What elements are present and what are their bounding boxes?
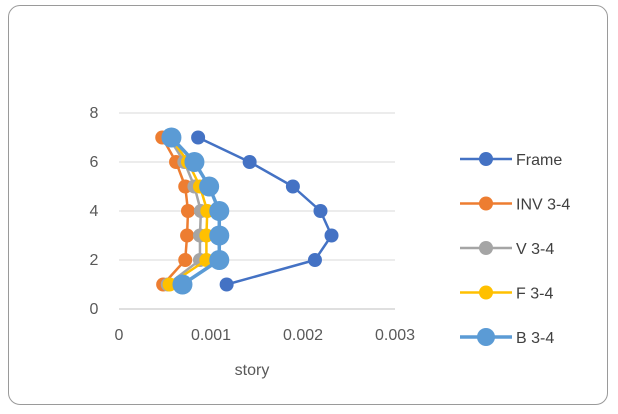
legend-entry: Frame <box>460 152 562 169</box>
y-tick-label: 0 <box>90 301 99 318</box>
data-point <box>209 225 230 246</box>
data-point <box>181 204 195 218</box>
y-axis-ticks: 0 2 4 6 8 <box>90 105 99 318</box>
data-point <box>184 152 205 172</box>
legend-marker <box>479 241 493 255</box>
series-b-3-4 <box>161 127 230 295</box>
data-point <box>199 253 214 267</box>
legend-label: F 3-4 <box>516 286 553 303</box>
data-point <box>209 201 230 221</box>
data-point <box>172 274 193 295</box>
legend-entry: F 3-4 <box>460 285 553 303</box>
legend-label: B 3-4 <box>516 330 554 347</box>
x-tick-label: 0 <box>115 327 124 344</box>
y-tick-label: 6 <box>90 154 99 171</box>
legend-label: INV 3-4 <box>516 197 570 214</box>
x-tick-label: 0.002 <box>283 327 323 344</box>
data-point <box>191 130 206 145</box>
legend-entry: B 3-4 <box>460 328 554 347</box>
data-point <box>180 228 195 243</box>
plot-area <box>155 127 339 295</box>
data-point <box>242 155 257 169</box>
x-tick-label: 0.001 <box>191 327 231 344</box>
gridlines <box>119 112 395 310</box>
legend-marker <box>477 328 495 346</box>
legend-label: Frame <box>516 152 562 169</box>
legend: Frame INV 3-4 V 3-4 F 3-4 B 3-4 <box>460 152 570 347</box>
legend-marker <box>479 152 493 166</box>
x-tick-label: 0.003 <box>375 327 415 344</box>
legend-entry: INV 3-4 <box>460 196 570 214</box>
data-point <box>178 253 193 267</box>
y-tick-label: 4 <box>90 203 99 220</box>
x-axis-label: story <box>235 362 270 379</box>
data-point <box>161 127 182 148</box>
data-point <box>285 179 300 194</box>
y-tick-label: 8 <box>90 105 99 122</box>
legend-entry: V 3-4 <box>460 241 554 258</box>
data-point <box>307 253 322 267</box>
data-point <box>199 176 220 197</box>
legend-label: V 3-4 <box>516 241 554 258</box>
series-frame <box>191 130 339 292</box>
data-point <box>324 228 339 243</box>
x-axis-ticks: 0 0.001 0.002 0.003 <box>115 327 416 344</box>
data-point <box>219 277 234 292</box>
data-point <box>313 204 328 218</box>
legend-marker <box>479 285 493 300</box>
y-tick-label: 2 <box>90 252 99 269</box>
data-point <box>199 228 214 243</box>
data-point <box>162 277 177 292</box>
legend-marker <box>479 196 493 211</box>
data-point <box>209 250 230 270</box>
